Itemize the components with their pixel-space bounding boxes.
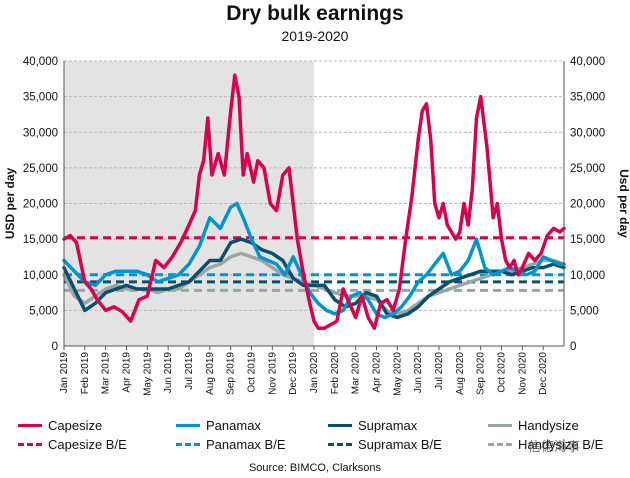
y-tick-label-left: 20,000 <box>23 199 58 211</box>
chart-title: Dry bulk earnings <box>226 2 404 25</box>
y-tick-label-right: 30,000 <box>570 127 605 139</box>
x-tick-label: Jan 2019 <box>59 352 70 394</box>
x-tick-label: May 2020 <box>392 352 403 396</box>
legend-swatch <box>488 424 512 427</box>
x-tick-label: Sep 2020 <box>476 352 487 395</box>
y-tick-label-right: 25,000 <box>570 163 605 175</box>
legend-swatch <box>18 424 42 427</box>
legend-label: Capesize B/E <box>48 437 127 452</box>
x-tick-label: Oct 2020 <box>497 352 508 393</box>
series-line-panamax <box>62 201 566 320</box>
legend-swatch <box>176 443 200 446</box>
legend-label: Handysize B/E <box>518 437 604 452</box>
chart-plot: 0 0 5,000 5,000 10,000 10,000 15,000 15,000 20,0… <box>3 56 630 396</box>
x-tick-label: Aug 2020 <box>455 352 466 395</box>
y-tick-label-left: 30,000 <box>23 127 58 139</box>
x-tick-label: Apr 2019 <box>122 352 133 393</box>
y-tick-label-right: 5,000 <box>570 305 599 317</box>
legend-label: Handysize <box>518 418 579 433</box>
source-note: Source: BIMCO, Clarksons <box>248 462 382 474</box>
y-tick-label-left: 5,000 <box>29 305 58 317</box>
chart-subtitle: 2019-2020 <box>281 28 349 44</box>
x-tick-label: Jul 2019 <box>184 352 195 390</box>
legend-swatch <box>488 443 512 446</box>
legend-swatch <box>328 443 352 446</box>
chart-legend: Capesize Panamax Supramax Handysize Capesize… <box>18 418 618 458</box>
y-tick-label-left: 0 <box>52 341 58 353</box>
x-tick-label: Jun 2019 <box>163 352 174 394</box>
legend-item: Capesize <box>18 418 102 433</box>
legend-item: Capesize B/E <box>18 437 127 452</box>
legend-item: Supramax <box>328 418 417 433</box>
y-tick-label-left: 25,000 <box>23 163 58 175</box>
y-tick-label-right: 40,000 <box>570 56 605 68</box>
legend-swatch <box>328 424 352 427</box>
x-tick-label: May 2019 <box>142 352 153 396</box>
x-tick-label: Nov 2020 <box>517 352 528 395</box>
y-tick-label-left: 15,000 <box>23 234 58 246</box>
legend-label: Panamax B/E <box>206 437 286 452</box>
legend-item: Supramax B/E <box>328 437 442 452</box>
y-tick-label-right: 35,000 <box>570 92 605 104</box>
legend-swatch <box>18 443 42 446</box>
x-tick-label: Jan 2020 <box>309 352 320 394</box>
legend-item: Panamax B/E <box>176 437 286 452</box>
x-tick-label: Apr 2020 <box>372 352 383 393</box>
legend-label: Panamax <box>206 418 261 433</box>
x-tick-label: Mar 2020 <box>351 352 362 395</box>
legend-label: Supramax B/E <box>358 437 442 452</box>
legend-label: Supramax <box>358 418 418 433</box>
x-tick-label: Aug 2019 <box>205 352 216 395</box>
x-tick-label: Dec 2020 <box>538 352 549 395</box>
x-tick-label: Nov 2019 <box>267 352 278 395</box>
x-tick-label: Feb 2019 <box>80 352 91 395</box>
y-tick-label-right: 15,000 <box>570 234 605 246</box>
y-tick-label-left: 40,000 <box>23 56 58 68</box>
legend-swatch <box>176 424 200 427</box>
y-tick-label-right: 10,000 <box>570 270 605 282</box>
y-tick-label-right: 0 <box>570 341 576 353</box>
legend-label: Capesize <box>48 418 103 433</box>
y-tick-label-left: 35,000 <box>23 92 58 104</box>
x-tick-label: Dec 2019 <box>288 352 299 395</box>
series-line-capesize <box>62 73 566 330</box>
legend-item: Handysize B/E <box>488 437 603 452</box>
x-tick-label: Oct 2019 <box>247 352 258 393</box>
y-tick-label-left: 10,000 <box>23 270 58 282</box>
legend-item: Panamax <box>176 418 261 433</box>
x-tick-label: Jun 2020 <box>413 352 424 394</box>
watermark-text: 信德海事 <box>528 439 581 454</box>
y-axis-label-left: USD per day <box>3 167 17 239</box>
x-tick-label: Feb 2020 <box>330 352 341 395</box>
x-tick-label: Sep 2019 <box>226 352 237 395</box>
x-tick-label: Jul 2020 <box>434 352 445 390</box>
legend-item: Handysize <box>488 418 579 433</box>
y-tick-label-right: 20,000 <box>570 199 605 211</box>
x-tick-label: Mar 2019 <box>101 352 112 395</box>
y-axis-label-right: Usd per day <box>617 169 630 238</box>
